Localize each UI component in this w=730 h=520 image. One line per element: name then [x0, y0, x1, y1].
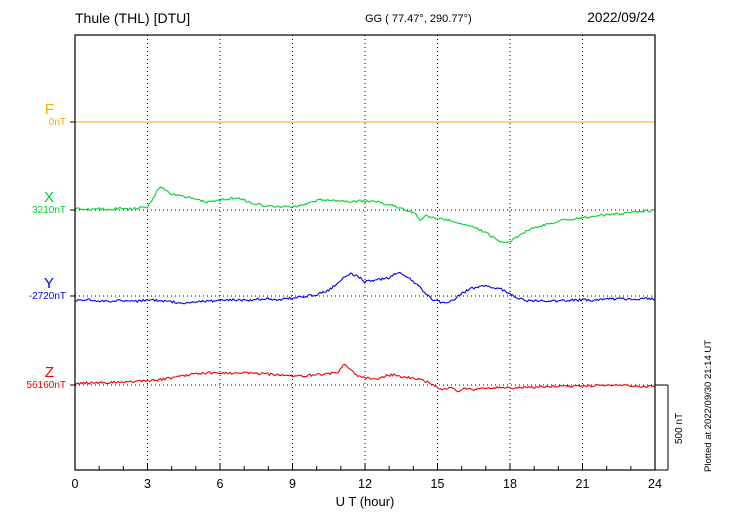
series-label-x: X 3210nT [4, 190, 66, 216]
series-baseline-z: 56160nT [26, 379, 66, 391]
x-tick-label: 12 [358, 477, 372, 491]
series-label-f: F 0nT [4, 102, 66, 128]
geographic-coordinates: GG ( 77.47°, 290.77°) [365, 13, 472, 25]
scale-bar-label: 500 nT [674, 412, 685, 444]
x-tick-label: 18 [503, 477, 517, 491]
series-letter-f: F [44, 101, 54, 118]
series-label-y: Y -2720nT [4, 276, 66, 302]
trace-x [74, 186, 656, 244]
plotted-at-timestamp: Plotted at 2022/09/30 21:14 UT [703, 339, 714, 472]
x-tick-label: 3 [144, 477, 151, 491]
x-tick-label: 0 [72, 477, 79, 491]
series-label-z: Z 56160nT [4, 365, 66, 391]
trace-z [74, 363, 656, 393]
series-baseline-f: 0nT [48, 116, 66, 128]
x-tick-label: 24 [648, 477, 662, 491]
x-tick-label: 21 [576, 477, 590, 491]
x-tick-label: 9 [289, 477, 296, 491]
series-baseline-x: 3210nT [32, 204, 66, 216]
series-baseline-y: -2720nT [28, 290, 66, 302]
x-tick-label: 6 [217, 477, 224, 491]
x-axis-label: U T (hour) [335, 494, 395, 509]
plot-frame [74, 34, 656, 471]
series-letter-y: Y [43, 275, 54, 292]
series-letter-x: X [43, 189, 54, 206]
series-letter-z: Z [44, 364, 54, 381]
station-title: Thule (THL) [DTU] [75, 10, 191, 26]
plot-date: 2022/09/24 [587, 10, 655, 25]
x-tick-label: 15 [431, 477, 445, 491]
trace-y [74, 271, 656, 305]
